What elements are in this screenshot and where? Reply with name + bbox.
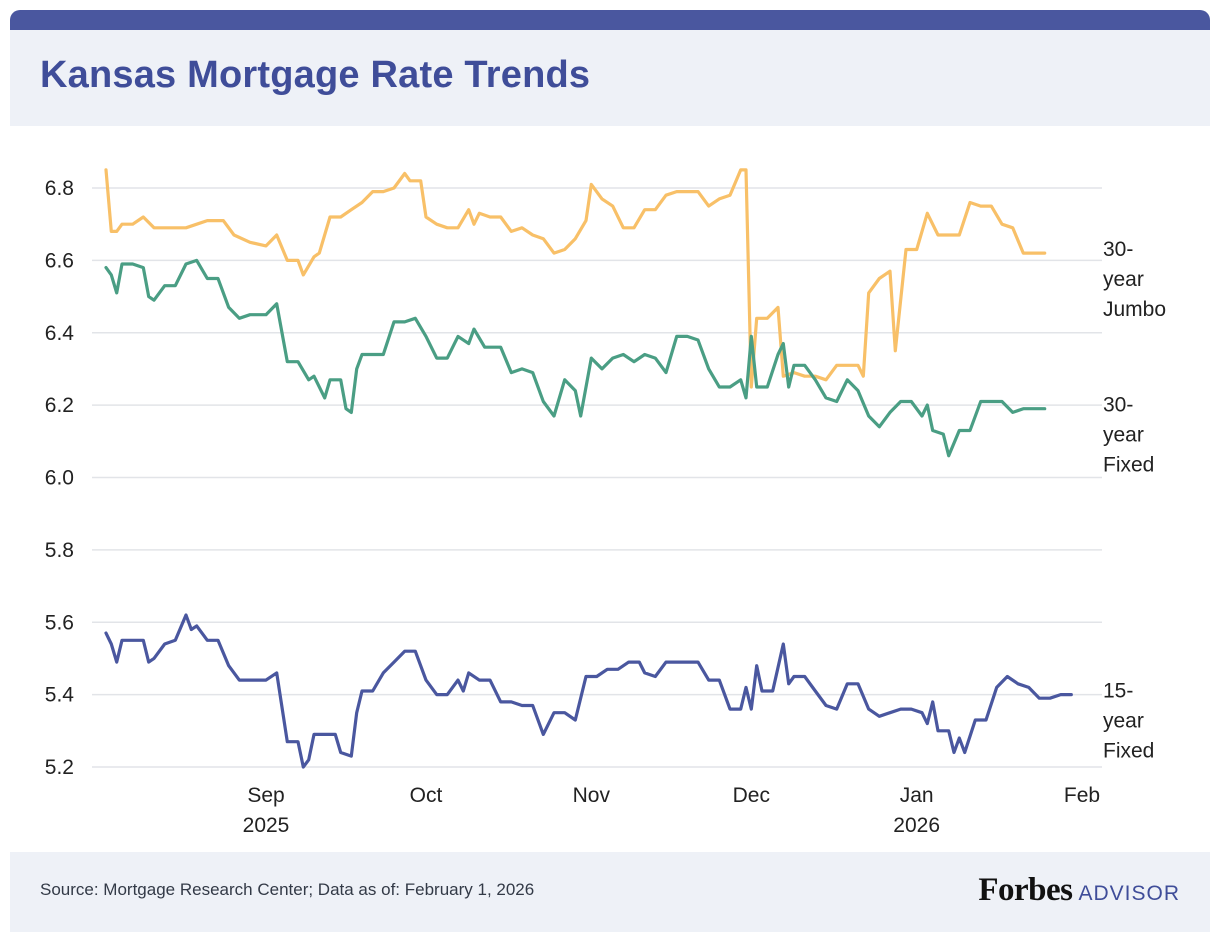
- y-tick-label: 5.6: [45, 611, 74, 634]
- y-tick-label: 5.2: [45, 756, 74, 779]
- series-line: [104, 613, 1073, 769]
- brand-advisor: ADVISOR: [1078, 882, 1180, 905]
- x-tick-label: Feb: [1064, 784, 1100, 807]
- brand-forbes: Forbes: [978, 872, 1073, 908]
- y-tick-label: 6.0: [45, 467, 74, 490]
- top-accent-bar: [10, 10, 1210, 30]
- series-label: Jumbo: [1103, 298, 1166, 321]
- source-note: Source: Mortgage Research Center; Data a…: [40, 880, 535, 899]
- forbes-advisor-logo: Forbes ADVISOR: [978, 872, 1180, 909]
- series-label: Fixed: [1103, 454, 1154, 477]
- series-label: year: [1103, 424, 1144, 447]
- y-tick-label: 6.6: [45, 249, 74, 272]
- x-tick-label: Sep: [247, 784, 284, 807]
- x-tick-label: Nov: [573, 784, 611, 807]
- series-label: Fixed: [1103, 740, 1154, 763]
- line-chart: 5.2 5.4 5.6 5.8 6.0 6.2 6.4 6.6 6.8 Sep 2025 Oct Nov…: [45, 168, 1166, 837]
- series-label: year: [1103, 710, 1144, 733]
- x-tick-label: Jan: [900, 784, 934, 807]
- x-tick-label: Dec: [733, 784, 770, 807]
- series-line: [104, 258, 1047, 458]
- y-tick-label: 5.8: [45, 539, 74, 562]
- y-tick-label: 6.8: [45, 177, 74, 200]
- y-tick-label: 6.4: [45, 322, 75, 345]
- page-title: Kansas Mortgage Rate Trends: [40, 54, 591, 96]
- footer: Source: Mortgage Research Center; Data a…: [10, 852, 1210, 932]
- x-tick-label: Oct: [410, 784, 443, 807]
- header: Kansas Mortgage Rate Trends: [10, 30, 1210, 126]
- series-label: 30-: [1103, 394, 1133, 417]
- series-label: year: [1103, 268, 1144, 291]
- x-tick-sublabel: 2026: [893, 814, 940, 837]
- y-tick-label: 6.2: [45, 394, 74, 417]
- series-label: 15-: [1103, 680, 1133, 703]
- series-label: 30-: [1103, 238, 1133, 261]
- chart-area: 5.2 5.4 5.6 5.8 6.0 6.2 6.4 6.6 6.8 Sep 2025 Oct Nov…: [0, 126, 1220, 852]
- x-tick-sublabel: 2025: [243, 814, 290, 837]
- series-line: [104, 168, 1047, 389]
- y-tick-label: 5.4: [45, 684, 75, 707]
